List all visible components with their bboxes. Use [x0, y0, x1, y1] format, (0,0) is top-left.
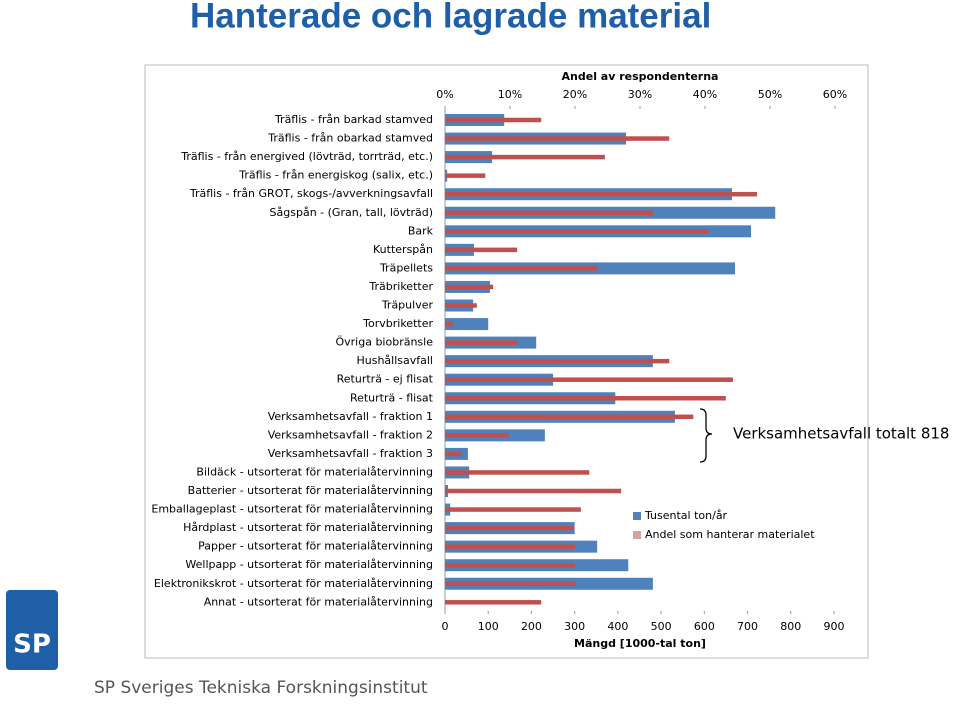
annotation: Verksamhetsavfall totalt 818 — [733, 425, 949, 443]
x-tick-label: 800 — [780, 620, 801, 633]
x-tick-label: 600 — [694, 620, 715, 633]
share-bar — [445, 284, 494, 290]
share-bar — [445, 544, 575, 549]
share-bar — [445, 321, 453, 327]
y-tick-label: Kutterspån — [373, 243, 433, 256]
y-tick-label: Emballageplast - utsorterat för material… — [151, 503, 433, 516]
footer: SP Sveriges Tekniska Forskningsinstitut — [94, 678, 428, 698]
y-tick-label: Träbriketter — [368, 280, 433, 293]
share-bar — [445, 525, 574, 531]
y-tick-label: Träflis - från barkad stamved — [274, 113, 433, 126]
share-bar — [445, 414, 694, 420]
x-tick-label: 100 — [478, 620, 499, 633]
share-bar — [445, 358, 670, 364]
share-bar — [445, 191, 757, 197]
y-tick-label: Returträ - flisat — [350, 391, 434, 404]
share-bar — [445, 507, 581, 512]
x2-tick-label: 0% — [436, 88, 453, 101]
bar — [445, 318, 489, 331]
share-bar — [445, 210, 653, 215]
x2-tick-label: 30% — [628, 88, 652, 101]
y-tick-label: Träflis - från obarkad stamved — [267, 132, 433, 145]
logo-text: SP — [13, 630, 51, 660]
y-tick-label: Torvbriketter — [362, 317, 433, 330]
y-tick-label: Papper - utsorterat för materialåtervinn… — [198, 540, 433, 553]
y-tick-label: Träpulver — [381, 299, 434, 312]
x2-tick-label: 60% — [823, 88, 847, 101]
x-axis-title: Mängd [1000-tal ton] — [574, 637, 706, 650]
x-tick-label: 900 — [824, 620, 845, 633]
y-tick-label: Hårdplast - utsorterat för materialåterv… — [183, 521, 433, 534]
y-tick-label: Verksamhetsavfall - fraktion 3 — [268, 447, 433, 460]
share-bar — [445, 600, 542, 605]
share-bar — [445, 266, 598, 271]
share-bar — [445, 581, 575, 586]
x-tick-label: 500 — [651, 620, 672, 633]
share-bar — [445, 247, 518, 253]
x-tick-label: 0 — [442, 620, 449, 633]
y-tick-label: Hushållsavfall — [356, 354, 433, 367]
x2-axis-title: Andel av respondenterna — [562, 70, 719, 83]
legend-label: Andel som hanterar materialet — [645, 528, 815, 541]
share-bar — [445, 451, 462, 457]
y-tick-label: Returträ - ej flisat — [337, 373, 434, 386]
x-tick-label: 300 — [564, 620, 585, 633]
share-bar — [445, 117, 542, 123]
logo-shape — [6, 590, 58, 670]
legend-swatch — [633, 512, 641, 520]
legend-label: Tusental ton/år — [644, 509, 728, 522]
share-bar — [445, 562, 575, 568]
share-bar — [445, 396, 726, 401]
legend-swatch — [633, 531, 641, 539]
y-tick-label: Elektronikskrot - utsorterat för materia… — [154, 577, 433, 590]
share-bar — [445, 377, 733, 382]
y-tick-label: Träflis - från energived (lövträd, torrt… — [180, 150, 433, 163]
y-tick-label: Batterier - utsorterat för materialåterv… — [188, 484, 433, 497]
x-tick-label: 700 — [737, 620, 758, 633]
share-bar — [445, 303, 477, 308]
chart-title: Hanterade och lagrade material — [190, 0, 711, 35]
chart-frame — [144, 64, 869, 659]
x-tick-label: 400 — [607, 620, 628, 633]
x2-tick-label: 10% — [498, 88, 522, 101]
y-tick-label: Wellpapp - utsorterat för materialåtervi… — [185, 558, 433, 571]
y-tick-label: Sågspån - (Gran, tall, lövträd) — [270, 206, 433, 219]
share-bar — [445, 173, 486, 178]
x2-tick-label: 50% — [758, 88, 782, 101]
y-tick-label: Bark — [408, 224, 434, 237]
annotation-brace — [699, 408, 713, 463]
y-tick-label: Bildäck - utsorterat för materialåtervin… — [196, 465, 433, 478]
y-tick-label: Träflis - från energiskog (salix, etc.) — [238, 169, 433, 182]
y-tick-label: Verksamhetsavfall - fraktion 1 — [268, 410, 433, 423]
share-bar — [445, 136, 670, 141]
share-bar — [445, 488, 622, 494]
x-tick-label: 200 — [521, 620, 542, 633]
share-bar — [445, 340, 518, 345]
x2-tick-label: 40% — [693, 88, 717, 101]
y-tick-label: Annat - utsorterat för materialåtervinni… — [204, 595, 433, 608]
share-bar — [445, 470, 590, 475]
y-tick-label: Verksamhetsavfall - fraktion 2 — [268, 428, 433, 441]
share-bar — [445, 229, 709, 234]
x2-tick-label: 20% — [563, 88, 587, 101]
y-tick-label: Övriga biobränsle — [335, 336, 433, 349]
y-tick-label: Träpellets — [379, 261, 433, 274]
share-bar — [445, 154, 605, 160]
y-tick-label: Träflis - från GROT, skogs-/avverkningsa… — [189, 187, 433, 200]
logo: SP — [6, 590, 58, 670]
share-bar — [445, 433, 509, 438]
